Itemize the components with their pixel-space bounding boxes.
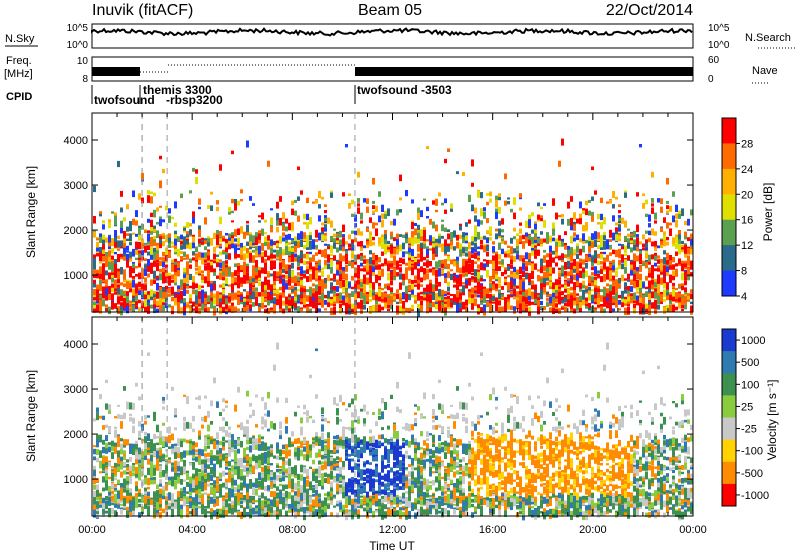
cpid-segment-3: -rbsp3200 bbox=[166, 93, 223, 107]
x-tick-label: 16:00 bbox=[479, 524, 507, 536]
colorbar-swatch bbox=[722, 143, 736, 170]
colorbar-tick-label: 16 bbox=[741, 215, 753, 227]
power-data bbox=[93, 138, 693, 317]
y-tick-label: 4000 bbox=[64, 135, 88, 147]
colorbar-swatch bbox=[722, 395, 736, 418]
x-tick-label: 12:00 bbox=[379, 524, 407, 536]
freq-panel: Freq. [MHz] 10 8 60 0 Nave bbox=[4, 55, 778, 85]
cpid-segment-1: twofsound bbox=[94, 93, 155, 107]
colorbar-swatch bbox=[722, 219, 736, 246]
y-tick-label: 3000 bbox=[64, 180, 88, 192]
nsky-trace bbox=[91, 27, 693, 37]
y-tick-label: 2000 bbox=[64, 429, 88, 441]
colorbar-tick-label: 12 bbox=[741, 240, 753, 252]
x-tick-label: 00:00 bbox=[78, 524, 106, 536]
nsearch-tick-low: 10^0 bbox=[708, 40, 730, 51]
colorbar-swatch bbox=[722, 168, 736, 195]
colorbar-tick-label: 25 bbox=[741, 401, 753, 413]
colorbar-swatch bbox=[722, 417, 736, 441]
colorbar-tick-label: 8 bbox=[741, 266, 747, 278]
colorbar-swatch bbox=[722, 245, 736, 271]
colorbar-tick-label: -25 bbox=[741, 424, 757, 436]
nave-label: Nave bbox=[752, 65, 778, 77]
colorbar-tick-label: -1000 bbox=[741, 490, 769, 502]
colorbar-swatch bbox=[722, 270, 736, 297]
power-colorbar: 28 24 20 16 12 8 4 bbox=[721, 117, 753, 303]
freq-unit: [MHz] bbox=[4, 68, 33, 80]
nsky-panel: N.Sky 10^5 10^0 10^5 10^0 N.Search bbox=[5, 23, 795, 51]
colorbar-frame bbox=[721, 328, 737, 507]
station-title: Inuvik (fitACF) bbox=[92, 2, 193, 19]
colorbar-tick-label: 4 bbox=[741, 291, 747, 303]
colorbar-swatch bbox=[722, 373, 736, 396]
freq-bar-late bbox=[355, 67, 693, 76]
colorbar-swatch bbox=[722, 329, 736, 352]
velocity-ylabel: Slant Range [km] bbox=[24, 370, 38, 462]
colorbar-tick-label: 500 bbox=[741, 357, 759, 369]
nsearch-label: N.Search bbox=[745, 32, 791, 44]
nsky-tick-high: 10^5 bbox=[67, 23, 89, 34]
colorbar-swatch bbox=[722, 194, 736, 221]
colorbar-tick-label: 20 bbox=[741, 189, 753, 201]
y-tick-label: 3000 bbox=[64, 384, 88, 396]
colorbar-tick-label: 28 bbox=[741, 138, 753, 150]
x-axis-label: Time UT bbox=[369, 539, 415, 553]
power-ylabel: Slant Range [km] bbox=[24, 166, 38, 258]
freq-label: Freq. bbox=[6, 55, 32, 67]
velocity-data bbox=[93, 342, 693, 521]
freq-tick-high: 10 bbox=[77, 56, 89, 67]
nsky-tick-low: 10^0 bbox=[67, 40, 89, 51]
x-tick-label: 00:00 bbox=[679, 524, 707, 536]
cpid-segment-2: themis 3300 bbox=[143, 83, 212, 97]
power-panel: 1000 2000 3000 4000 Slant Range [km] 28 24 20… bbox=[24, 112, 775, 317]
velocity-colorbar: 1000 500 100 25 -25 -100 -500 -1000 bbox=[721, 328, 769, 507]
colorbar-tick-label: 24 bbox=[741, 164, 753, 176]
x-tick-label: 08:00 bbox=[279, 524, 307, 536]
colorbar-frame bbox=[721, 117, 737, 297]
x-tick-label: 20:00 bbox=[579, 524, 607, 536]
nave-tick-low: 0 bbox=[708, 74, 714, 85]
colorbar-tick-label: 1000 bbox=[741, 335, 765, 347]
colorbar-tick-label: -500 bbox=[741, 468, 763, 480]
colorbar-swatch bbox=[722, 483, 736, 507]
colorbar-tick-label: 100 bbox=[741, 379, 759, 391]
y-tick-label: 1000 bbox=[64, 270, 88, 282]
freq-tick-low: 8 bbox=[82, 74, 88, 85]
y-tick-label: 1000 bbox=[64, 474, 88, 486]
cpid-panel: CPID twofsound themis 3300 -rbsp3200 two… bbox=[6, 83, 452, 107]
colorbar-tick-label: -100 bbox=[741, 446, 763, 458]
cpid-label: CPID bbox=[6, 91, 32, 103]
y-tick-label: 2000 bbox=[64, 225, 88, 237]
x-tick-label: 04:00 bbox=[178, 524, 206, 536]
velocity-colorbar-label: Velocity [m s⁻¹] bbox=[765, 379, 779, 460]
freq-bar-early bbox=[92, 67, 140, 76]
nsearch-tick-high: 10^5 bbox=[708, 23, 730, 34]
colorbar-swatch bbox=[722, 461, 736, 485]
colorbar-swatch bbox=[722, 118, 736, 144]
velocity-panel: 1000 2000 3000 4000 00:00 04:00 08:00 12:00 16:0… bbox=[24, 316, 779, 553]
colorbar-swatch bbox=[722, 351, 736, 374]
power-colorbar-label: Power [dB] bbox=[761, 183, 775, 242]
date-title: 22/Oct/2014 bbox=[606, 2, 693, 19]
colorbar-swatch bbox=[722, 439, 736, 463]
nave-tick-high: 60 bbox=[708, 55, 720, 66]
nsky-label: N.Sky bbox=[5, 33, 35, 45]
y-tick-label: 4000 bbox=[64, 339, 88, 351]
beam-title: Beam 05 bbox=[358, 2, 422, 19]
cpid-segment-4: twofsound -3503 bbox=[357, 83, 452, 97]
